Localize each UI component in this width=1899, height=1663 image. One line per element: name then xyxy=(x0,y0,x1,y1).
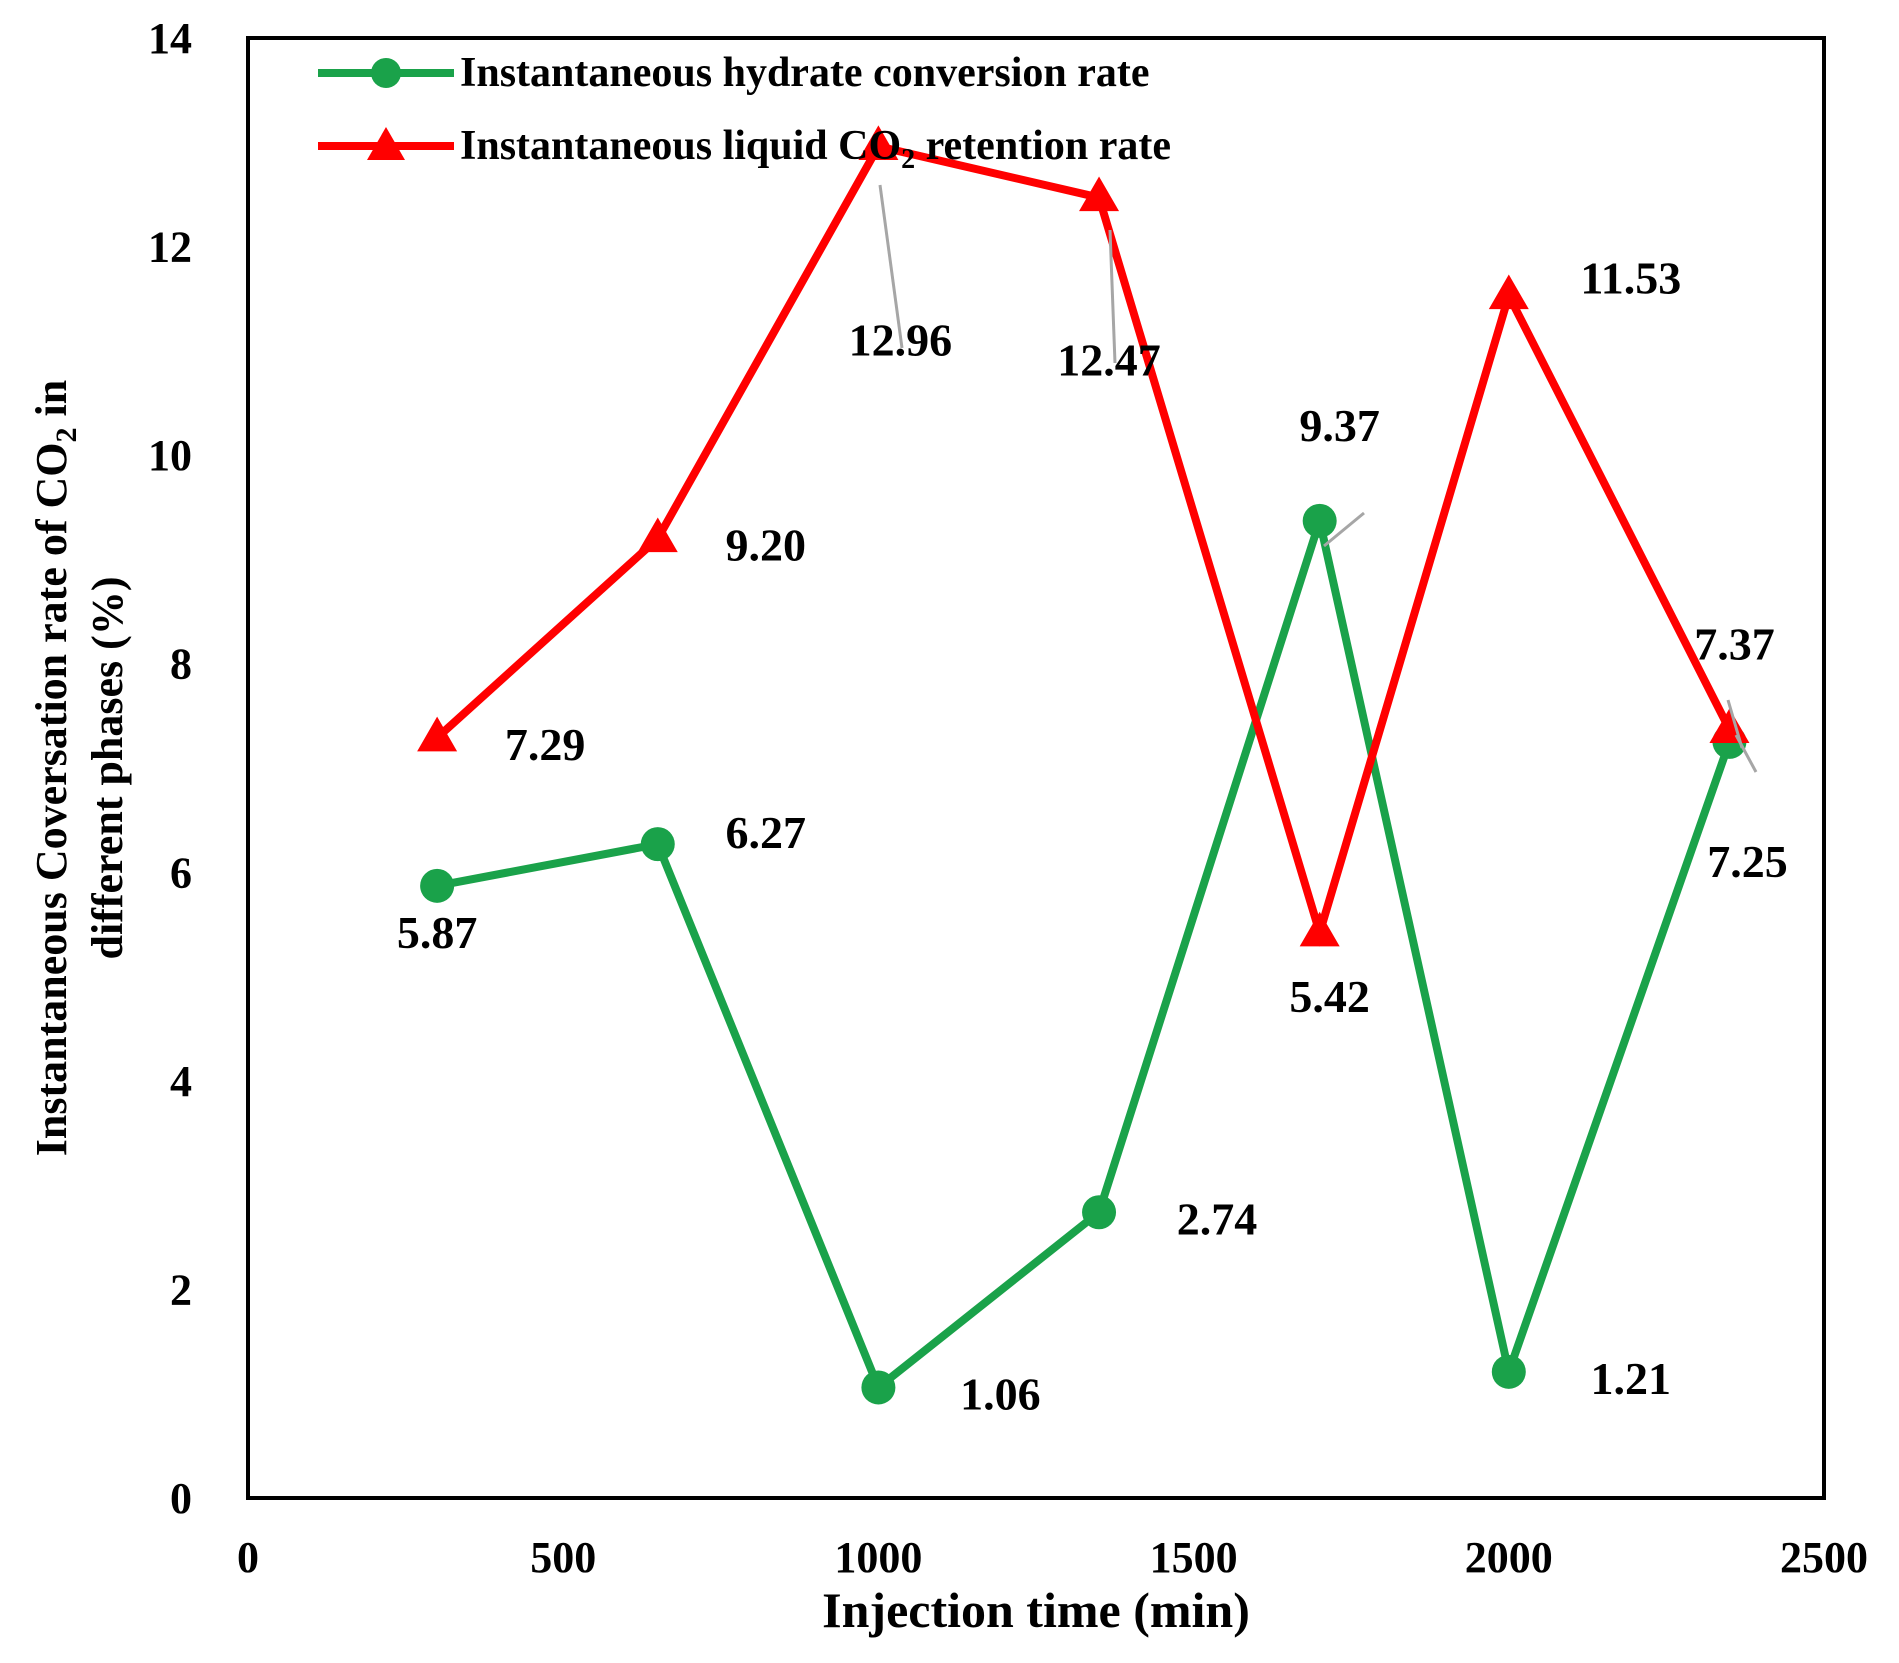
legend-label-liquid-chem: CO xyxy=(838,123,901,169)
data-label: 12.96 xyxy=(849,314,953,365)
y-axis-title-line1: Instantaneous Coversation rate of CO2 in xyxy=(27,380,83,1156)
data-label: 1.06 xyxy=(960,1368,1041,1419)
data-point-liquid xyxy=(1488,274,1529,310)
legend-marker-hydrate xyxy=(371,58,401,88)
legend-marker-liquid xyxy=(367,127,405,160)
y-axis-title: Instantaneous Coversation rate of CO2 in… xyxy=(27,380,132,1156)
series-line-0 xyxy=(436,505,1734,1394)
data-label: 11.53 xyxy=(1580,253,1681,304)
y-tick-label: 6 xyxy=(170,848,192,897)
legend-label-liquid: Instantaneous liquid CO2 retention rate xyxy=(460,123,1171,175)
y-tick-label: 0 xyxy=(170,1474,192,1523)
data-point-hydrate xyxy=(1082,1195,1117,1230)
data-label: 1.21 xyxy=(1591,1353,1672,1404)
axis-layer: 0 500 1000 1500 2000 2500 0 2 4 6 8 10 12 14 xyxy=(148,14,1868,1582)
x-tick-label: 1000 xyxy=(834,1533,922,1582)
y-tick-label: 2 xyxy=(170,1265,192,1314)
x-tick-label: 1500 xyxy=(1150,1533,1238,1582)
leader-line xyxy=(1108,229,1117,364)
data-label: 7.37 xyxy=(1694,618,1775,669)
data-point-liquid xyxy=(858,125,899,161)
data-point-hydrate xyxy=(640,827,675,862)
data-label: 9.37 xyxy=(1299,400,1380,451)
data-point-liquid xyxy=(1299,911,1340,947)
x-axis-title: Injection time (min) xyxy=(822,1582,1250,1638)
legend-label-liquid-sub: 2 xyxy=(901,144,915,175)
data-label: 12.47 xyxy=(1057,335,1161,386)
data-point-liquid xyxy=(637,517,678,553)
data-label: 5.42 xyxy=(1289,971,1370,1022)
data-point-hydrate xyxy=(420,868,455,903)
y-axis-title-prefix: Instantaneous Coversation rate of CO xyxy=(27,442,76,1156)
y-tick-label: 14 xyxy=(148,14,192,63)
label-layer: 5.87 6.27 1.06 2.74 9.37 1.21 7.25 7.29 9.20 12.9… xyxy=(397,184,1788,1419)
y-tick-label: 8 xyxy=(170,640,192,689)
y-axis-title-line2: different phases (%) xyxy=(83,577,132,960)
data-point-liquid xyxy=(417,716,458,752)
plot-frame xyxy=(246,36,1826,1500)
legend-label-hydrate: Instantaneous hydrate conversion rate xyxy=(460,50,1150,96)
data-point-hydrate xyxy=(1302,503,1337,538)
y-axis-title-sub: 2 xyxy=(50,427,83,442)
data-label: 5.87 xyxy=(397,907,478,958)
data-label: 2.74 xyxy=(1177,1193,1258,1244)
leader-line xyxy=(1726,699,1744,749)
data-point-liquid xyxy=(1079,176,1120,212)
y-axis-title-suffix: in xyxy=(27,380,76,428)
data-label: 9.20 xyxy=(726,520,807,571)
legend: Instantaneous hydrate conversion rate In… xyxy=(318,50,1171,175)
x-tick-label: 2500 xyxy=(1780,1533,1868,1582)
y-tick-label: 4 xyxy=(170,1057,192,1106)
data-label: 6.27 xyxy=(726,807,807,858)
legend-label-liquid-prefix: Instantaneous liquid xyxy=(460,123,838,169)
data-label: 7.29 xyxy=(505,719,586,770)
data-label: 7.25 xyxy=(1707,836,1788,887)
series-line-1 xyxy=(434,141,1734,947)
y-tick-label: 10 xyxy=(148,431,192,480)
leader-line xyxy=(1323,511,1365,548)
y-tick-label: 12 xyxy=(148,223,192,272)
legend-label-liquid-suffix: retention rate xyxy=(915,123,1171,169)
series-layer xyxy=(417,125,1750,1405)
leader-line xyxy=(878,184,904,349)
data-point-hydrate xyxy=(861,1370,896,1405)
data-point-liquid xyxy=(1709,708,1750,744)
x-tick-label: 2000 xyxy=(1465,1533,1553,1582)
x-tick-label: 500 xyxy=(530,1533,596,1582)
data-point-hydrate xyxy=(1491,1354,1526,1389)
x-tick-label: 0 xyxy=(237,1533,259,1582)
